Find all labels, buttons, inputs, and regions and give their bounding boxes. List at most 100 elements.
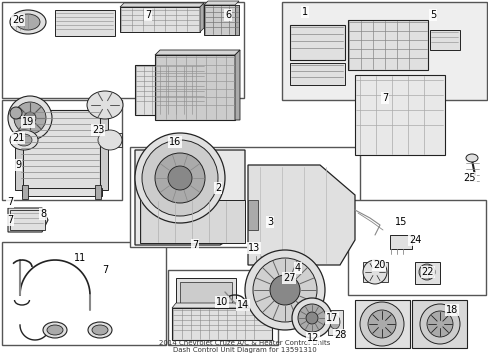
Bar — [172, 308, 271, 340]
Ellipse shape — [10, 107, 22, 119]
Text: 4: 4 — [294, 263, 301, 273]
Ellipse shape — [87, 91, 123, 119]
Polygon shape — [235, 50, 240, 120]
Bar — [2, 242, 165, 345]
Bar — [176, 278, 236, 308]
Bar — [252, 258, 274, 266]
Ellipse shape — [16, 14, 40, 30]
Bar — [180, 282, 231, 304]
Bar — [289, 63, 345, 85]
Bar — [12, 108, 22, 116]
Text: 19: 19 — [22, 117, 34, 127]
Polygon shape — [120, 3, 203, 7]
Text: 20: 20 — [372, 260, 385, 270]
Ellipse shape — [367, 310, 395, 338]
Text: 15: 15 — [394, 217, 407, 227]
Ellipse shape — [168, 166, 192, 190]
Text: 11: 11 — [74, 253, 86, 263]
Bar — [22, 185, 28, 199]
Bar — [20, 110, 100, 190]
Text: 13: 13 — [247, 243, 260, 253]
Ellipse shape — [98, 130, 122, 150]
Ellipse shape — [359, 302, 403, 346]
Text: 7: 7 — [102, 265, 108, 275]
Bar — [15, 110, 23, 190]
Ellipse shape — [10, 130, 38, 150]
Text: 10: 10 — [215, 297, 228, 307]
Text: 1: 1 — [301, 7, 307, 17]
Text: 23: 23 — [92, 125, 104, 135]
Ellipse shape — [305, 312, 317, 324]
Bar — [414, 262, 439, 284]
Ellipse shape — [43, 322, 67, 338]
Bar — [347, 200, 485, 295]
Ellipse shape — [155, 153, 204, 203]
Text: 7: 7 — [7, 197, 13, 207]
Ellipse shape — [92, 325, 108, 335]
Bar — [362, 262, 387, 282]
Ellipse shape — [24, 112, 36, 124]
Polygon shape — [235, 5, 239, 35]
Text: 3: 3 — [266, 217, 272, 227]
Ellipse shape — [329, 315, 339, 329]
Bar — [282, 2, 486, 100]
Polygon shape — [8, 208, 48, 232]
Ellipse shape — [10, 10, 46, 34]
Text: 9: 9 — [15, 160, 21, 170]
Polygon shape — [135, 150, 244, 245]
Text: 17: 17 — [325, 313, 338, 323]
Ellipse shape — [269, 275, 299, 305]
Text: 12: 12 — [306, 333, 319, 343]
Bar — [429, 30, 459, 50]
Ellipse shape — [88, 322, 112, 338]
Polygon shape — [155, 50, 240, 55]
Ellipse shape — [47, 325, 63, 335]
Ellipse shape — [362, 260, 386, 284]
Ellipse shape — [8, 96, 52, 140]
Text: 27: 27 — [282, 273, 295, 283]
Text: 6: 6 — [224, 10, 231, 20]
Bar — [55, 10, 115, 36]
Text: 7: 7 — [191, 240, 198, 250]
Bar — [203, 5, 239, 35]
Ellipse shape — [16, 134, 32, 146]
Bar — [155, 55, 235, 120]
Text: 16: 16 — [168, 137, 181, 147]
Ellipse shape — [465, 154, 477, 162]
Bar — [411, 300, 466, 348]
Ellipse shape — [291, 298, 331, 338]
Bar — [389, 235, 411, 249]
Polygon shape — [140, 200, 244, 243]
Bar — [2, 2, 244, 98]
Text: 25: 25 — [463, 173, 475, 183]
Ellipse shape — [244, 250, 325, 330]
Bar — [289, 25, 345, 60]
Text: 8: 8 — [40, 209, 46, 219]
Bar — [100, 110, 108, 190]
Text: 24: 24 — [408, 235, 420, 245]
Ellipse shape — [142, 140, 218, 216]
Text: 7: 7 — [7, 215, 13, 225]
Bar — [135, 65, 204, 115]
Text: 22: 22 — [421, 267, 433, 277]
Bar — [347, 20, 427, 70]
Ellipse shape — [14, 102, 46, 134]
Bar — [168, 270, 278, 345]
Bar — [10, 210, 45, 230]
Ellipse shape — [297, 304, 325, 332]
Ellipse shape — [419, 304, 459, 344]
Bar — [254, 244, 272, 256]
Polygon shape — [247, 165, 354, 265]
Text: 26: 26 — [12, 15, 24, 25]
Ellipse shape — [418, 264, 434, 280]
Bar — [182, 143, 202, 155]
Bar — [2, 100, 122, 200]
Text: 7: 7 — [144, 10, 151, 20]
Bar — [327, 310, 342, 335]
Text: 14: 14 — [236, 300, 248, 310]
Text: 28: 28 — [333, 330, 346, 340]
Polygon shape — [172, 303, 271, 308]
Ellipse shape — [252, 258, 316, 322]
Text: 2014 Chevrolet Cruze A/C & Heater Control Units
Dash Control Unit Diagram for 13: 2014 Chevrolet Cruze A/C & Heater Contro… — [159, 340, 329, 353]
Bar — [354, 300, 409, 348]
